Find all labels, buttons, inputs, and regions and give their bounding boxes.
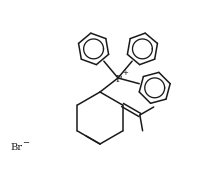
Text: +: + — [122, 70, 128, 76]
Text: P: P — [116, 75, 122, 84]
Text: Br: Br — [10, 143, 22, 152]
Text: −: − — [22, 138, 29, 147]
